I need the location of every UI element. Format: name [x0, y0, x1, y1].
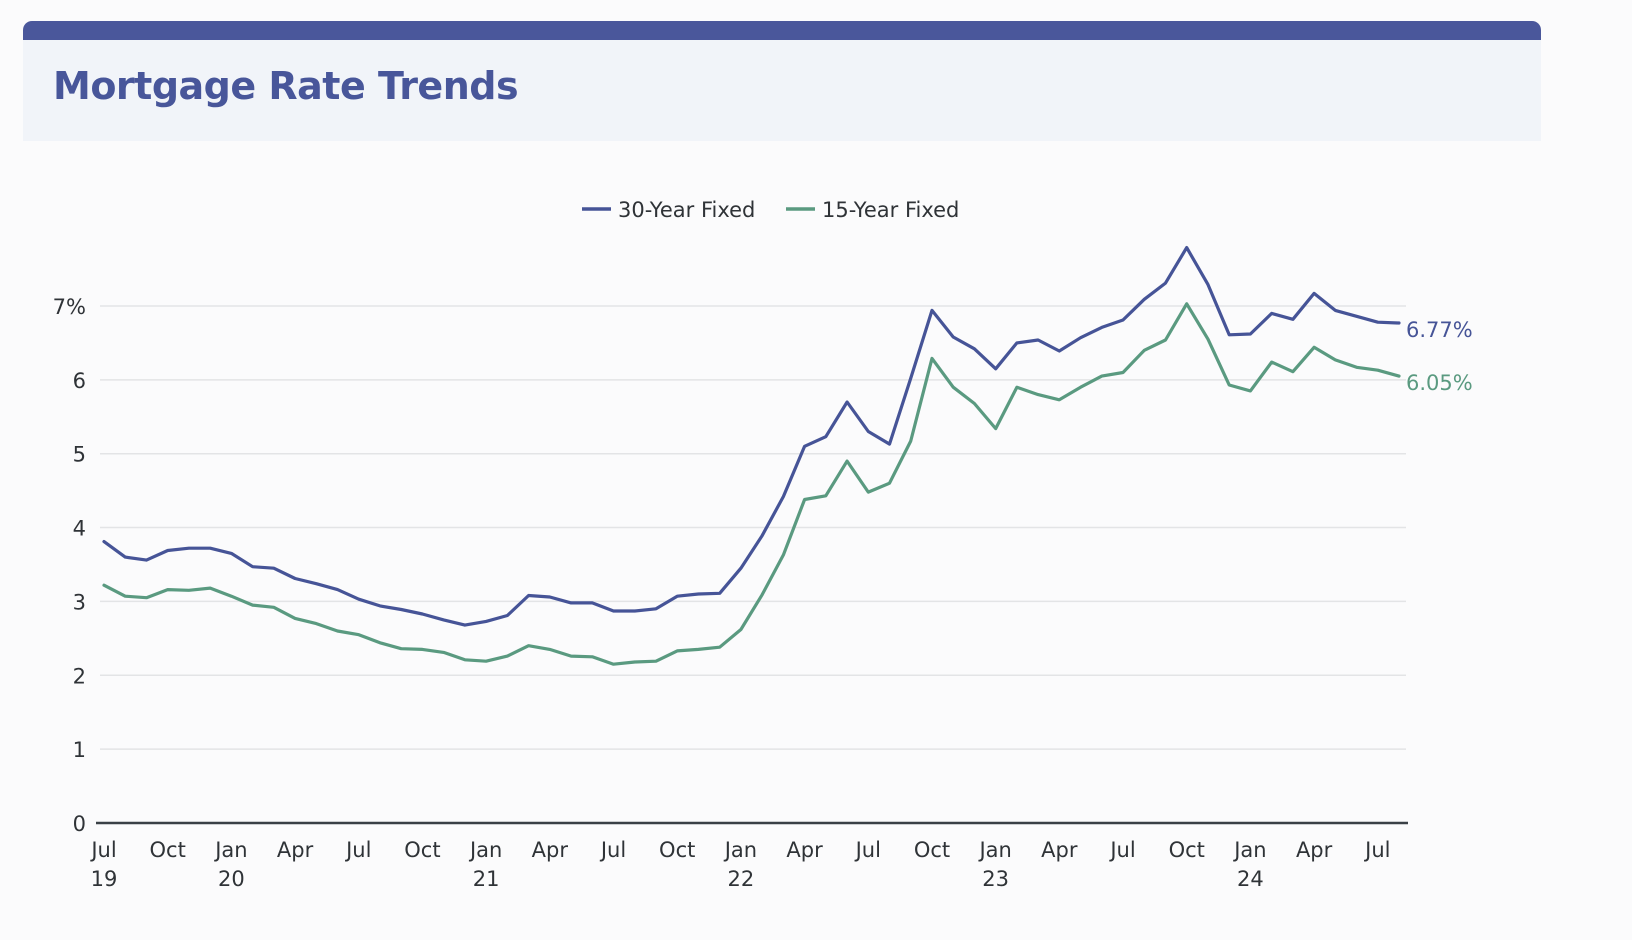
y-tick-label: 2: [73, 664, 86, 688]
line-15-year-fixed: [102, 302, 1401, 666]
x-tick-month: Jul: [1108, 838, 1135, 862]
x-tick-month: Apr: [1296, 838, 1333, 862]
x-tick-month: Jul: [344, 838, 371, 862]
x-tick-month: Oct: [404, 838, 440, 862]
x-tick-month: Apr: [786, 838, 823, 862]
card-header: Mortgage Rate Trends: [23, 40, 1541, 141]
x-tick-month: Oct: [659, 838, 695, 862]
x-tick-year: 19: [91, 867, 118, 891]
x-tick-year: 21: [473, 867, 500, 891]
legend-label-30-year[interactable]: 30-Year Fixed: [618, 198, 755, 222]
x-tick-month: Jan: [213, 838, 247, 862]
x-tick-month: Jan: [977, 838, 1011, 862]
x-tick-month: Oct: [914, 838, 950, 862]
series-lines: [102, 246, 1401, 666]
line-30-year-fixed: [102, 246, 1401, 627]
x-tick-month: Jul: [599, 838, 626, 862]
x-tick-month: Apr: [277, 838, 314, 862]
x-tick-month: Jan: [468, 838, 502, 862]
x-tick-month: Jul: [854, 838, 881, 862]
legend-label-15-year[interactable]: 15-Year Fixed: [822, 198, 959, 222]
x-tick-year: 23: [982, 867, 1009, 891]
page-title: Mortgage Rate Trends: [53, 64, 519, 108]
y-tick-label: 6: [73, 369, 86, 393]
x-tick-month: Oct: [150, 838, 186, 862]
end-label-15-year: 6.05%: [1406, 371, 1473, 395]
end-labels: 6.77% 6.05%: [1406, 318, 1473, 395]
grid-lines: [100, 305, 1406, 750]
x-tick-month: Jan: [1232, 838, 1266, 862]
end-label-30-year: 6.77%: [1406, 318, 1473, 342]
y-tick-label: 4: [73, 517, 86, 541]
y-tick-label: 3: [73, 590, 86, 614]
card-accent-bar: [23, 21, 1541, 40]
x-tick-month: Oct: [1169, 838, 1205, 862]
y-tick-label: 1: [73, 738, 86, 762]
y-tick-label: 0: [73, 812, 86, 836]
y-axis-ticks: 0 1 2 3 4 5 6 7%: [53, 295, 86, 836]
y-tick-label: 5: [73, 443, 86, 467]
x-tick-month: Jan: [723, 838, 757, 862]
x-tick-month: Apr: [532, 838, 569, 862]
x-tick-month: Apr: [1041, 838, 1078, 862]
legend: 30-Year Fixed 15-Year Fixed: [582, 198, 959, 222]
y-tick-label: 7%: [53, 295, 86, 319]
x-tick-year: 22: [728, 867, 755, 891]
x-tick-month: Jul: [1363, 838, 1390, 862]
x-tick-year: 24: [1237, 867, 1264, 891]
x-tick-year: 20: [218, 867, 245, 891]
x-axis-ticks: Jul 19 Oct Jan 20 Apr Jul Oct Jan 21 Apr Jul Oct Jan 2…: [89, 838, 1390, 891]
x-tick-month: Jul: [89, 838, 116, 862]
